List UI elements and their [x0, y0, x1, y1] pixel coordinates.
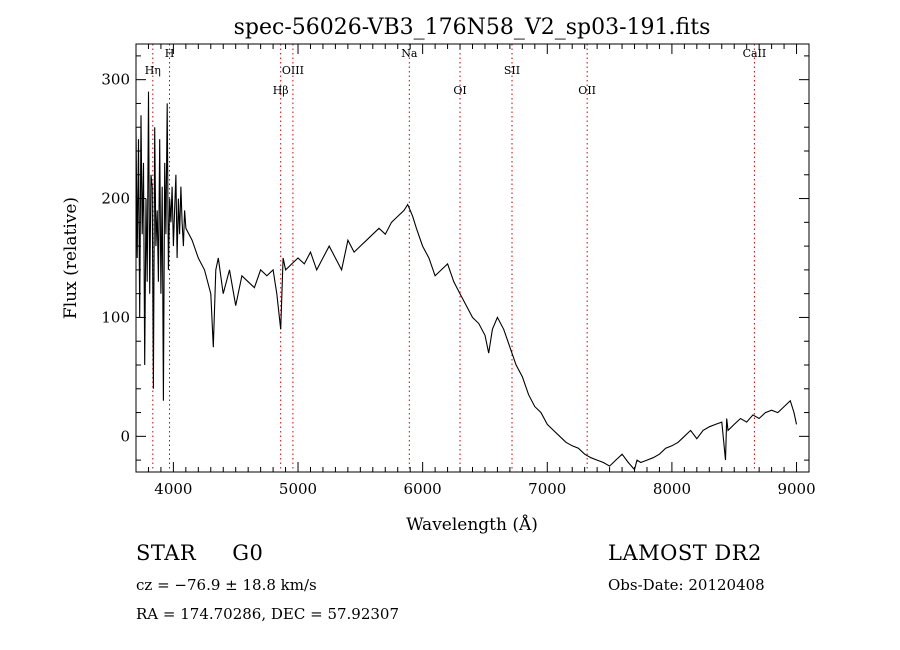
y-tick-label: 100 — [101, 308, 130, 326]
y-axis-ticks: 0 100 200 300 — [101, 55, 809, 461]
obs-date-label: Obs-Date: 20120408 — [608, 576, 765, 594]
redshift-label: cz = −76.9 ± 18.8 km/s — [136, 576, 317, 594]
y-tick-label: 0 — [120, 427, 130, 445]
x-axis-label: Wavelength (Å) — [406, 514, 538, 535]
emission-line-markers: Hη H Hβ OIII Na OI SII OII CaII — [145, 44, 767, 472]
class-label: STAR — [136, 541, 197, 565]
x-tick-label: 6000 — [404, 480, 442, 498]
line-label-0: Hη — [145, 64, 161, 77]
survey-label: LAMOST DR2 — [608, 541, 762, 565]
line-label-7: OII — [578, 84, 596, 97]
line-label-3: OIII — [282, 64, 304, 77]
object-class: STAR G0 — [136, 541, 263, 565]
x-tick-label: 4000 — [154, 480, 192, 498]
y-axis-label: Flux (relative) — [61, 197, 81, 319]
coordinates-label: RA = 174.70286, DEC = 57.92307 — [136, 605, 400, 623]
line-label-4: Na — [401, 47, 418, 60]
plot-frame — [135, 43, 810, 473]
subclass-label: G0 — [232, 541, 264, 565]
line-label-5: OI — [453, 84, 466, 97]
spectrum-line-0 — [135, 91, 798, 471]
line-label-8: CaII — [743, 47, 767, 60]
x-tick-label: 5000 — [279, 480, 317, 498]
chart-title: spec-56026-VB3_176N58_V2_sp03-191.fits — [234, 15, 711, 40]
spectrum-series — [135, 91, 798, 471]
x-axis-ticks: 4000 5000 6000 7000 8000 9000 — [135, 44, 816, 498]
x-tick-label: 9000 — [777, 480, 815, 498]
y-tick-label: 300 — [101, 71, 130, 89]
x-tick-label: 8000 — [653, 480, 691, 498]
x-tick-label: 7000 — [528, 480, 566, 498]
y-tick-label: 200 — [101, 190, 130, 208]
line-label-6: SII — [504, 64, 520, 77]
line-label-2: Hβ — [273, 84, 289, 97]
line-label-1: H — [165, 47, 175, 60]
